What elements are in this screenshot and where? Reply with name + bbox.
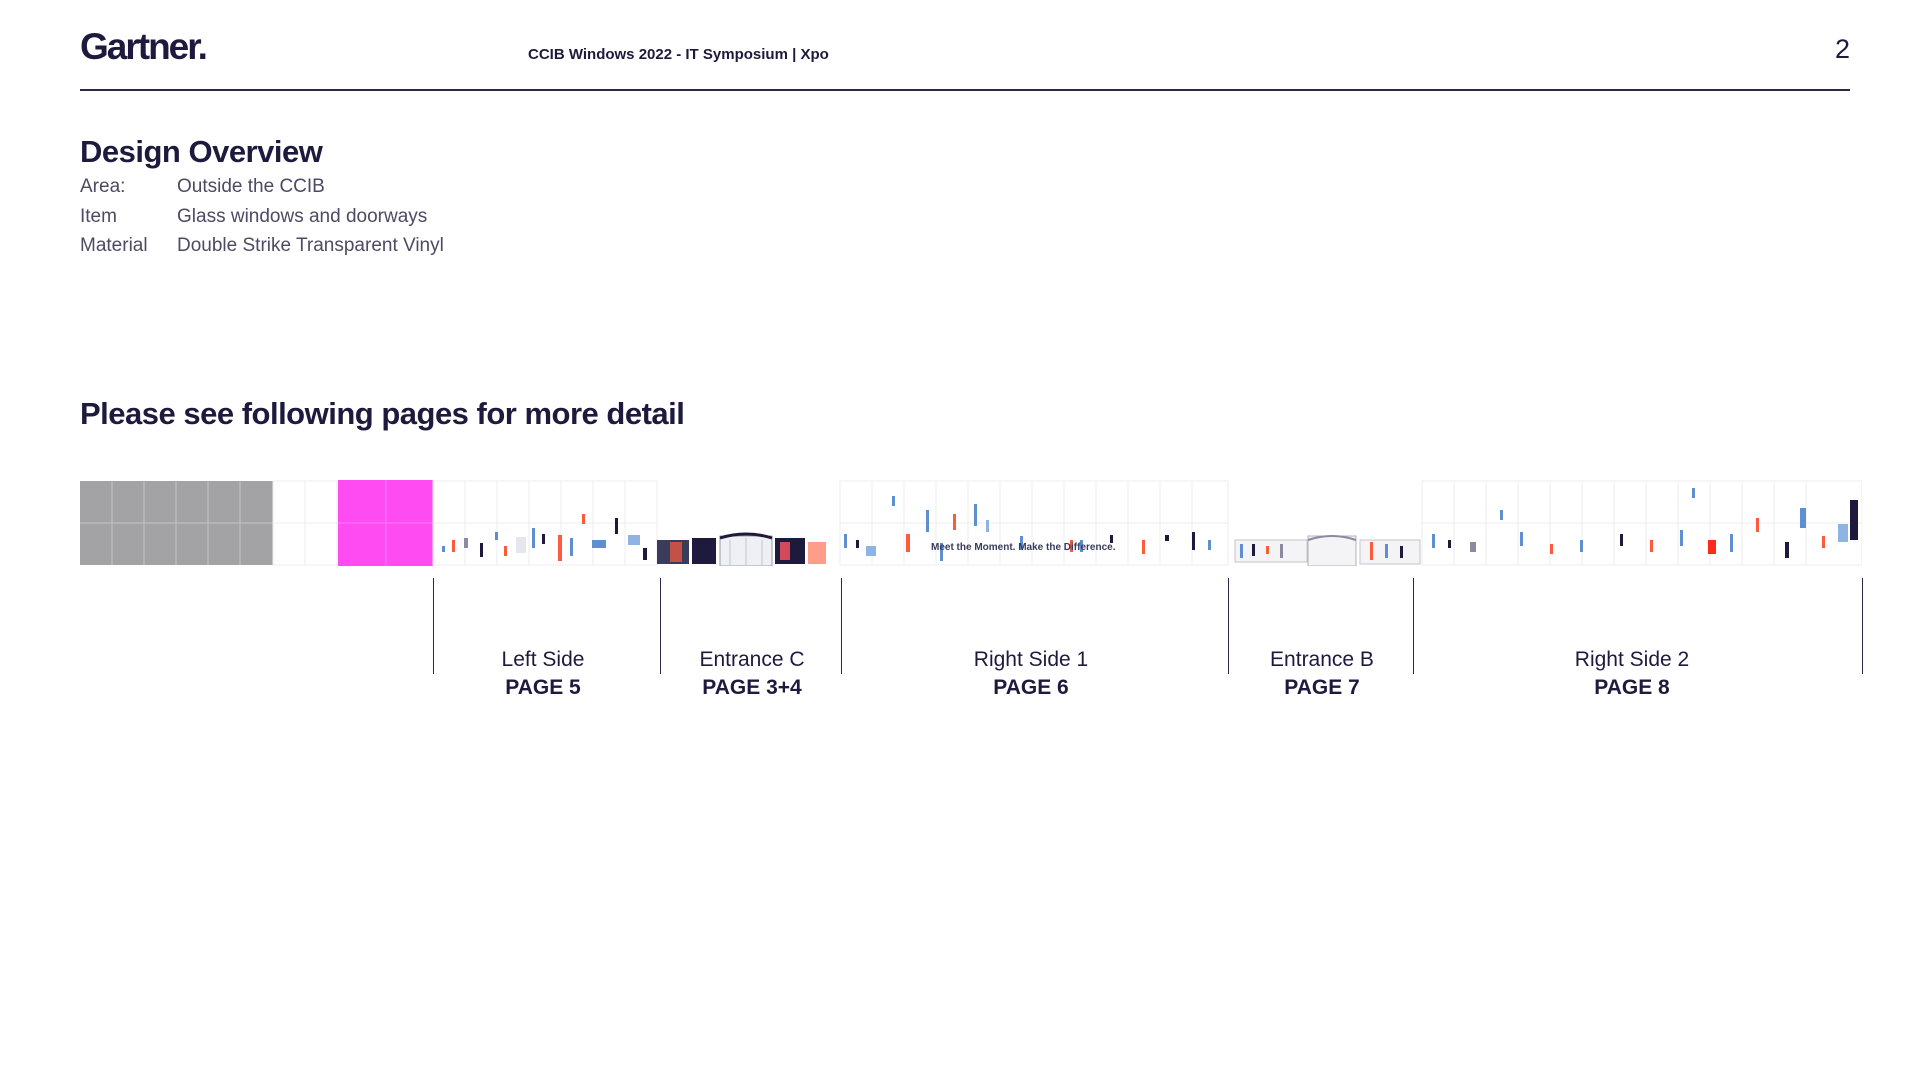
window-strip-svg: Meet the Moment. Make the Difference.	[80, 480, 1862, 566]
section-page: PAGE 3+4	[702, 676, 802, 699]
spec-item: Item Glass windows and doorways	[80, 206, 427, 228]
right-side-1-panels	[839, 480, 1229, 566]
section-right-side-2: Right Side 2 PAGE 8	[1575, 648, 1689, 700]
section-name: Left Side	[501, 648, 585, 671]
section-divider-3	[841, 578, 842, 674]
document-title: CCIB Windows 2022 - IT Symposium | Xpo	[528, 46, 829, 63]
section-divider-5	[1413, 578, 1414, 674]
gartner-logo: Gartner.	[80, 26, 208, 67]
entrance-b-panels	[1234, 535, 1421, 566]
design-overview-title: Design Overview	[80, 134, 323, 169]
spec-area-key: Area:	[80, 176, 126, 197]
section-page: PAGE 5	[505, 676, 581, 699]
spec-item-key: Item	[80, 206, 117, 227]
left-side-pattern	[442, 514, 647, 561]
section-divider-1	[433, 578, 434, 674]
section-name: Right Side 2	[1574, 648, 1690, 671]
header-divider	[80, 89, 1850, 91]
section-divider-2	[660, 578, 661, 674]
gray-panel-grid	[80, 481, 273, 565]
section-divider-4	[1228, 578, 1229, 674]
section-entrance-c: Entrance C PAGE 3+4	[699, 648, 804, 700]
right-side-2-panels	[1421, 480, 1862, 566]
section-entrance-b: Entrance B PAGE 7	[1270, 648, 1374, 700]
spec-material: Material Double Strike Transparent Vinyl	[80, 235, 444, 257]
page-number: 2	[1834, 34, 1850, 64]
section-page: PAGE 7	[1284, 676, 1360, 699]
section-name: Entrance B	[1270, 648, 1374, 671]
light-panel-grid	[272, 480, 338, 566]
section-name: Entrance C	[699, 648, 805, 671]
entrance-c-panels	[657, 532, 826, 566]
detail-heading: Please see following pages for more deta…	[80, 396, 685, 431]
section-right-side-1: Right Side 1 PAGE 6	[974, 648, 1088, 700]
section-page: PAGE 6	[993, 676, 1069, 699]
section-name: Right Side 1	[973, 648, 1089, 671]
spec-material-key: Material	[80, 235, 148, 256]
window-strip-illustration: Meet the Moment. Make the Difference.	[80, 480, 1862, 566]
left-side-panels	[432, 480, 658, 566]
spec-area: Area: Outside the CCIB	[80, 176, 325, 198]
section-divider-6	[1862, 578, 1863, 674]
spec-area-value: Outside the CCIB	[177, 176, 325, 197]
right-side-2-pattern	[1432, 488, 1858, 558]
section-page: PAGE 8	[1594, 676, 1670, 699]
spec-material-value: Double Strike Transparent Vinyl	[177, 235, 444, 256]
section-left-side: Left Side PAGE 5	[502, 648, 585, 700]
spec-item-value: Glass windows and doorways	[177, 206, 428, 227]
strip-banner-text: Meet the Moment. Make the Difference.	[931, 542, 1116, 553]
right-side-1-pattern	[844, 496, 1211, 561]
